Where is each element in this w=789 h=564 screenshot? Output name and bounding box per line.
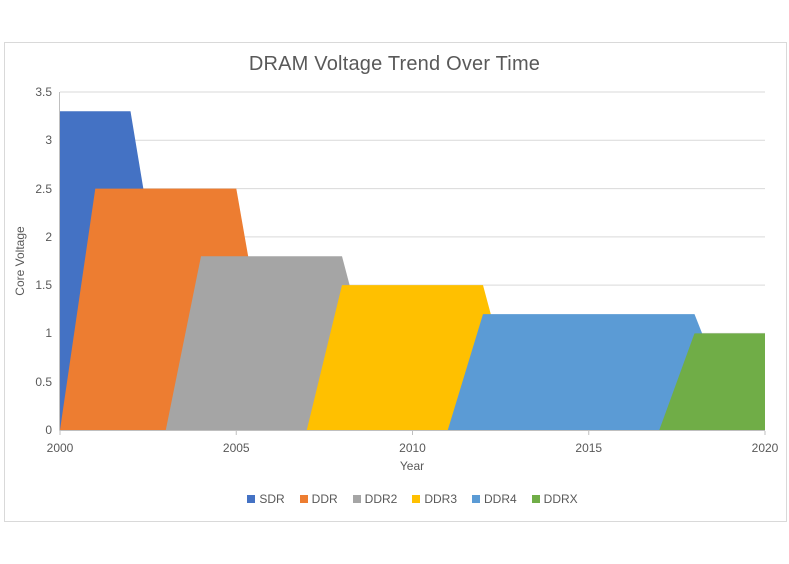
legend-label: DDR	[311, 492, 338, 506]
legend-label: DDRX	[543, 492, 578, 506]
legend-swatch-icon	[247, 495, 256, 503]
legend-swatch-icon	[412, 495, 421, 503]
legend-swatch-icon	[472, 495, 480, 503]
legend-swatch-icon	[352, 495, 361, 503]
legend-item-sdr: SDR	[247, 492, 285, 506]
legend-item-ddrx: DDRX	[531, 492, 578, 506]
y-tick-label-2.5: 2.5	[35, 181, 52, 196]
x-tick-label-2020: 2020	[751, 441, 779, 455]
legend-label: DDR2	[364, 492, 398, 506]
y-tick-label-2: 2	[45, 229, 52, 244]
area-ddr4	[447, 314, 741, 430]
legend-label: DDR3	[424, 492, 457, 506]
x-tick-label-2010: 2010	[399, 441, 426, 455]
y-axis-title: Core Voltage	[13, 226, 27, 296]
legend-item-ddr: DDR	[299, 492, 338, 506]
x-tick-label-2015: 2015	[575, 441, 603, 455]
area-ddrx	[659, 333, 765, 430]
x-axis-title: Year	[399, 459, 425, 473]
y-tick-label-1: 1	[45, 326, 52, 341]
y-tick-label-0.5: 0.5	[35, 374, 52, 389]
y-tick-label-3.5: 3.5	[35, 85, 52, 99]
x-tick-label-2000: 2000	[46, 441, 74, 455]
legend-label: SDR	[259, 492, 285, 506]
chart-title: DRAM Voltage Trend Over Time	[248, 53, 541, 75]
legend-swatch-icon	[299, 495, 308, 503]
y-tick-label-0: 0	[45, 423, 52, 437]
legend-item-ddr2: DDR2	[352, 492, 398, 506]
legend-item-ddr3: DDR3	[412, 492, 457, 506]
legend: SDR DDR DDR2 DDR3 DDR4 DDRX	[60, 491, 765, 507]
legend-item-ddr4: DDR4	[472, 492, 517, 506]
y-tick-label-3: 3	[45, 133, 52, 148]
legend-swatch-icon	[531, 495, 540, 503]
x-tick-label-2005: 2005	[222, 441, 250, 455]
y-tick-label-1.5: 1.5	[35, 278, 52, 293]
legend-label: DDR4	[484, 492, 517, 506]
